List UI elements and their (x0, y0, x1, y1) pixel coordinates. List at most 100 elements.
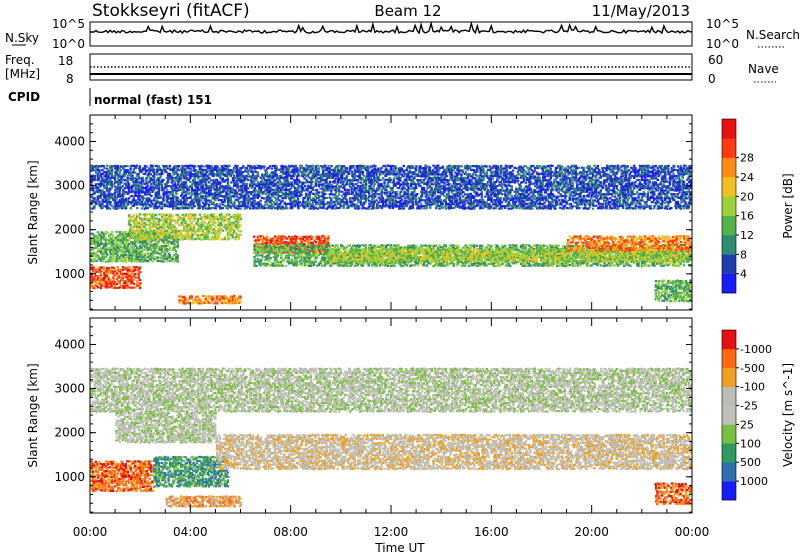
heatmap-cell (95, 260, 97, 262)
heatmap-cell (426, 264, 428, 266)
heatmap-cell (501, 249, 503, 251)
heatmap-cell (268, 255, 270, 257)
heatmap-cell (579, 237, 581, 239)
heatmap-cell (259, 249, 261, 251)
heatmap-cell (485, 246, 487, 248)
heatmap-cell (637, 263, 639, 265)
heatmap-cell (501, 251, 503, 253)
heatmap-cell (354, 265, 356, 267)
heatmap-cell (97, 286, 99, 288)
heatmap-cell (321, 237, 323, 239)
heatmap-cell (435, 245, 437, 247)
heatmap-cell (311, 244, 313, 246)
heatmap-cell (117, 254, 119, 256)
heatmap-cell (490, 252, 492, 254)
heatmap-cell (95, 252, 97, 254)
heatmap-cell (398, 245, 400, 247)
heatmap-cell (157, 257, 159, 259)
heatmap-cell (680, 263, 682, 265)
heatmap-cell (161, 228, 163, 230)
heatmap-cell (208, 232, 210, 234)
heatmap-cell (108, 276, 110, 278)
heatmap-cell (563, 252, 565, 254)
heatmap-cell (114, 274, 116, 276)
heatmap-band-1 (90, 266, 142, 289)
heatmap-cell (446, 253, 448, 255)
heatmap-cell (239, 300, 241, 302)
heatmap-cell (104, 237, 106, 239)
heatmap-cell (139, 271, 141, 273)
heatmap-cell (218, 295, 220, 297)
heatmap-cell (309, 251, 311, 253)
heatmap-band-3 (128, 213, 242, 241)
heatmap-cell (158, 222, 160, 224)
heatmap-cell (368, 258, 370, 260)
freq-left-tick-top: 18 (58, 54, 73, 68)
heatmap-cell (313, 245, 315, 247)
heatmap-cell (172, 215, 174, 217)
heatmap-cell (222, 230, 224, 232)
heatmap-cell (439, 254, 441, 256)
heatmap-cell (253, 263, 255, 265)
heatmap-cell (253, 265, 255, 267)
heatmap-cell (351, 263, 353, 265)
heatmap-cell (159, 219, 161, 221)
heatmap-cell (93, 287, 95, 289)
heatmap-cell (654, 265, 656, 267)
heatmap-cell (136, 266, 138, 268)
heatmap-cell (233, 230, 235, 232)
heatmap-cell (176, 232, 178, 234)
heatmap-cell (145, 228, 147, 230)
heatmap-cell (103, 266, 105, 268)
heatmap-cell (530, 264, 532, 266)
heatmap-cell (175, 236, 177, 238)
heatmap-cell (255, 265, 257, 267)
heatmap-cell (568, 260, 570, 262)
heatmap-cell (191, 222, 193, 224)
heatmap-cells (90, 165, 692, 305)
heatmap-cell (583, 249, 585, 251)
heatmap-cell (675, 260, 677, 262)
heatmap-cell (508, 263, 510, 265)
heatmap-cell (283, 260, 285, 262)
heatmap-cell (128, 266, 130, 268)
heatmap-cell (313, 264, 315, 266)
heatmap-cell (200, 300, 202, 302)
heatmap-cell (136, 238, 138, 240)
heatmap-cell (137, 275, 139, 277)
heatmap-cell (147, 260, 149, 262)
heatmap-cell (593, 256, 595, 258)
heatmap-cell (471, 258, 473, 260)
heatmap-cell (164, 253, 166, 255)
heatmap-cell (370, 249, 372, 251)
heatmap-cell (133, 214, 135, 216)
heatmap-cell (125, 231, 127, 233)
heatmap-cell (192, 234, 194, 236)
heatmap-cell (542, 259, 544, 261)
heatmap-cell (122, 279, 124, 281)
heatmap-cell (197, 220, 199, 222)
heatmap-cell (152, 255, 154, 257)
heatmap-cell (304, 240, 306, 242)
heatmap-cell (101, 283, 103, 285)
heatmap-cell (113, 267, 115, 269)
heatmap-cell (122, 277, 124, 279)
heatmap-cell (310, 265, 312, 267)
heatmap-cell (277, 237, 279, 239)
heatmap-cell (360, 258, 362, 260)
heatmap-cell (296, 260, 298, 262)
heatmap-cell (125, 261, 127, 263)
heatmap-cell (156, 250, 158, 252)
heatmap-cell (239, 234, 241, 236)
heatmap-cell (176, 241, 178, 243)
heatmap-cell (394, 262, 396, 264)
heatmap-cell (554, 249, 556, 251)
heatmap-cell (515, 260, 517, 262)
heatmap-cell (155, 214, 157, 216)
heatmap-cell (159, 238, 161, 240)
heatmap-cell (296, 253, 298, 255)
heatmap-cell (294, 248, 296, 250)
heatmap-cell (178, 302, 180, 304)
heatmap-cell (150, 234, 152, 236)
